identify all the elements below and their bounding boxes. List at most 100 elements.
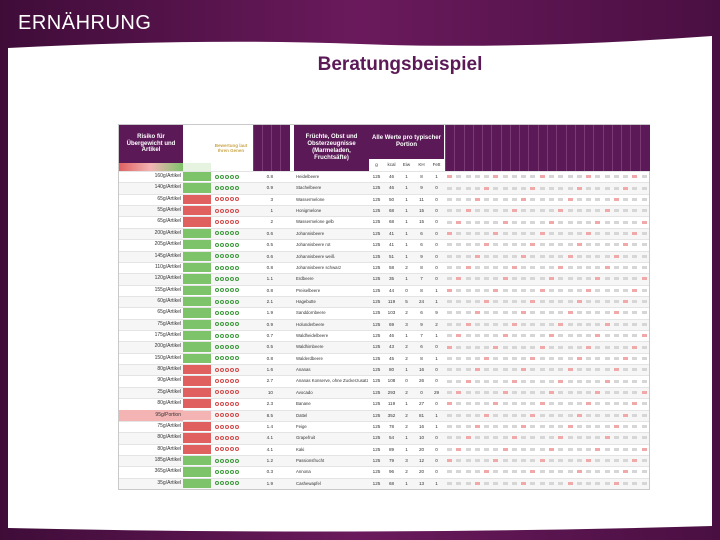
value-fett: 1 [435, 480, 438, 486]
micro-cell [549, 459, 554, 463]
value-eiw: 1 [405, 276, 408, 282]
micro-cell [511, 277, 517, 281]
micro-cell [567, 311, 573, 315]
micro-cell [502, 300, 508, 304]
row-background [119, 352, 649, 365]
rating-icon [225, 299, 229, 304]
micro-cell [484, 459, 490, 463]
micro-cell [613, 379, 619, 383]
micro-cell [521, 322, 527, 326]
rating-icon [235, 447, 239, 452]
micro-cell [484, 447, 490, 451]
micro-cell [530, 266, 536, 270]
value-eiw: 2 [405, 423, 408, 429]
rating-icon [220, 379, 224, 384]
rating-icons [215, 287, 239, 294]
micro-cell [465, 402, 471, 406]
micro-cell [558, 447, 564, 451]
micro-cell [586, 175, 592, 179]
micro-cell [456, 345, 462, 349]
header-rotated [639, 125, 650, 171]
micro-cell [511, 413, 517, 417]
micro-cell [576, 379, 582, 383]
micro-cell [502, 345, 508, 349]
risk-bar [183, 240, 211, 250]
micro-cell [613, 209, 619, 213]
rating-icon [235, 356, 239, 361]
micro-cell [558, 300, 564, 304]
risk-label: 185g/Artikel [154, 456, 181, 463]
micro-cell [623, 300, 629, 304]
micro-cell [511, 311, 517, 315]
micro-cell [558, 197, 564, 201]
micro-cell [447, 390, 452, 394]
micro-cell [604, 390, 610, 394]
micro-cell [484, 311, 490, 315]
micro-cell [456, 390, 462, 394]
row-background [119, 432, 649, 444]
score: 0.5 [266, 242, 273, 248]
value-g: 125 [372, 174, 381, 179]
value-kh: 15 [418, 208, 425, 214]
header-rotated [280, 125, 290, 171]
rating-icons [215, 377, 239, 384]
rating-icon [220, 469, 224, 474]
micro-cell [511, 197, 517, 201]
value-kh: 10 [418, 435, 425, 441]
micro-cell [586, 311, 592, 315]
rating-icon [220, 254, 224, 259]
micro-cell [623, 209, 629, 213]
micro-cell [549, 186, 554, 190]
header-rotated [547, 125, 558, 171]
rating-icons [215, 207, 239, 214]
micro-cell [521, 288, 527, 292]
micro-cell [456, 402, 462, 406]
micro-cell [558, 231, 564, 235]
value-kcal: 119 [387, 298, 396, 304]
rating-icon [230, 390, 234, 395]
rating-icon [230, 220, 234, 225]
value-g: 125 [372, 196, 381, 202]
micro-cell [576, 390, 582, 394]
micro-cell [586, 481, 592, 485]
value-fett: 1 [435, 423, 438, 429]
value-eiw: 3 [405, 457, 408, 463]
risk-label: 65g/Artikel [157, 309, 181, 316]
micro-cell [567, 322, 573, 326]
micro-cell [549, 402, 554, 406]
score: 2.3 [266, 401, 273, 407]
micro-cell [493, 459, 499, 463]
micro-cell [484, 197, 490, 201]
micro-cell [576, 459, 582, 463]
value-kh: 16 [418, 367, 425, 373]
risk-label: 120g/Artikel [154, 275, 181, 282]
value-g: 125 [372, 208, 381, 214]
micro-cell [613, 186, 619, 190]
micro-cell [549, 197, 554, 201]
micro-cell [586, 379, 592, 383]
micro-cell [465, 175, 471, 179]
micro-cell [474, 459, 480, 463]
score: 1.9 [266, 310, 273, 316]
rating-icon [215, 231, 219, 236]
header-score-band [183, 163, 211, 171]
rating-icon [225, 390, 229, 395]
micro-cell [539, 402, 545, 406]
micro-cell [595, 311, 601, 315]
risk-label: 110g/Artikel [154, 263, 181, 270]
rating-icon [230, 367, 234, 372]
micro-cell [484, 379, 490, 383]
value-kcal: 69 [388, 321, 395, 327]
micro-cell [484, 175, 490, 179]
micro-cell [456, 197, 462, 201]
micro-cell [465, 470, 471, 474]
micro-cell [511, 209, 517, 213]
micro-cell [493, 175, 499, 179]
rating-icons [215, 264, 239, 271]
micro-cell [595, 175, 601, 179]
rating-icon [230, 356, 234, 361]
value-eiw: 1 [405, 446, 408, 452]
micro-cell [474, 186, 480, 190]
micro-cell [576, 220, 582, 224]
value-g: 125 [372, 457, 381, 463]
